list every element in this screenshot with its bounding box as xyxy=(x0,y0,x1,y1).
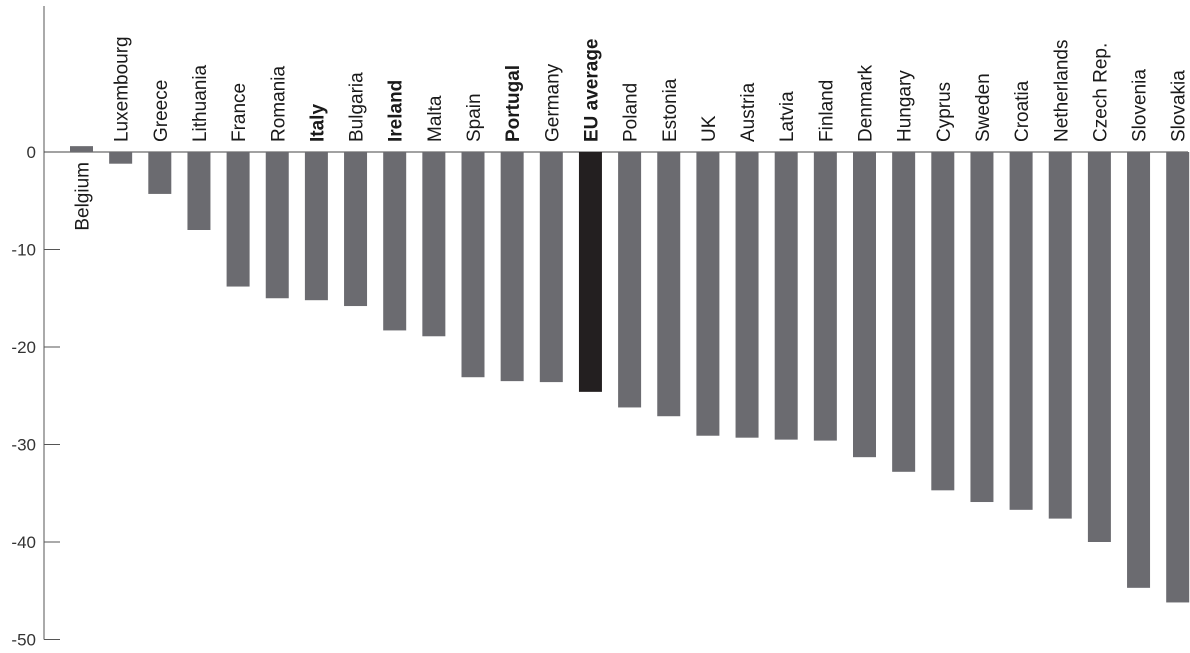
bar-lithuania xyxy=(187,152,210,230)
bar-slovenia xyxy=(1127,152,1150,588)
bar-malta xyxy=(422,152,445,336)
bar-estonia xyxy=(657,152,680,416)
bar-france xyxy=(227,152,250,287)
category-label: Denmark xyxy=(856,64,877,142)
y-tick-label: 0 xyxy=(27,143,36,162)
bar-netherlands xyxy=(1049,152,1072,519)
y-tick-label: -30 xyxy=(11,436,36,455)
category-label: Portugal xyxy=(503,65,524,142)
category-label: UK xyxy=(699,115,720,142)
bar-bulgaria xyxy=(344,152,367,306)
category-label: Estonia xyxy=(660,78,681,142)
category-label: Malta xyxy=(425,95,446,142)
category-label: Spain xyxy=(464,93,485,142)
category-label: Latvia xyxy=(777,91,798,142)
category-label: Ireland xyxy=(386,80,407,142)
bar-croatia xyxy=(1010,152,1033,510)
bar-austria xyxy=(736,152,759,438)
bar-romania xyxy=(266,152,289,298)
bar-belgium xyxy=(70,146,93,152)
bars xyxy=(70,146,1189,602)
category-label: Slovakia xyxy=(1169,70,1190,142)
category-label: Poland xyxy=(621,83,642,142)
category-label: France xyxy=(229,83,250,142)
category-label: Belgium xyxy=(73,162,94,231)
category-label: Hungary xyxy=(895,70,916,142)
y-tick-label: -40 xyxy=(11,533,36,552)
category-label: Cyprus xyxy=(934,82,955,142)
bar-hungary xyxy=(892,152,915,472)
category-label: Czech Rep. xyxy=(1090,43,1111,142)
category-label: Croatia xyxy=(1012,80,1033,142)
bar-ireland xyxy=(383,152,406,330)
y-tick-label: -20 xyxy=(11,338,36,357)
category-label: Austria xyxy=(738,82,759,142)
bar-germany xyxy=(540,152,563,382)
category-label: Germany xyxy=(542,63,563,142)
category-label: EU average xyxy=(581,38,602,142)
bar-czech-rep xyxy=(1088,152,1111,542)
y-tick-label: -50 xyxy=(11,631,36,650)
bar-slovakia xyxy=(1166,152,1189,602)
category-label: Netherlands xyxy=(1051,40,1072,142)
category-label: Romania xyxy=(268,66,289,142)
y-tick-label: -10 xyxy=(11,241,36,260)
bar-denmark xyxy=(853,152,876,457)
bar-luxembourg xyxy=(109,152,132,164)
category-label: Lithuania xyxy=(190,64,211,142)
bar-italy xyxy=(305,152,328,300)
bar-sweden xyxy=(970,152,993,502)
bar-cyprus xyxy=(931,152,954,490)
bar-eu-average xyxy=(579,152,602,392)
category-label: Italy xyxy=(307,104,328,142)
bar-latvia xyxy=(775,152,798,440)
category-label: Slovenia xyxy=(1130,69,1151,142)
category-label: Bulgaria xyxy=(347,72,368,142)
bar-poland xyxy=(618,152,641,407)
bar-uk xyxy=(696,152,719,436)
bar-spain xyxy=(462,152,485,377)
bar-portugal xyxy=(501,152,524,381)
category-label: Finland xyxy=(816,80,837,142)
bar-greece xyxy=(148,152,171,194)
category-label: Greece xyxy=(151,80,172,142)
category-label: Sweden xyxy=(973,73,994,142)
category-label: Luxembourg xyxy=(112,36,133,142)
bar-finland xyxy=(814,152,837,441)
